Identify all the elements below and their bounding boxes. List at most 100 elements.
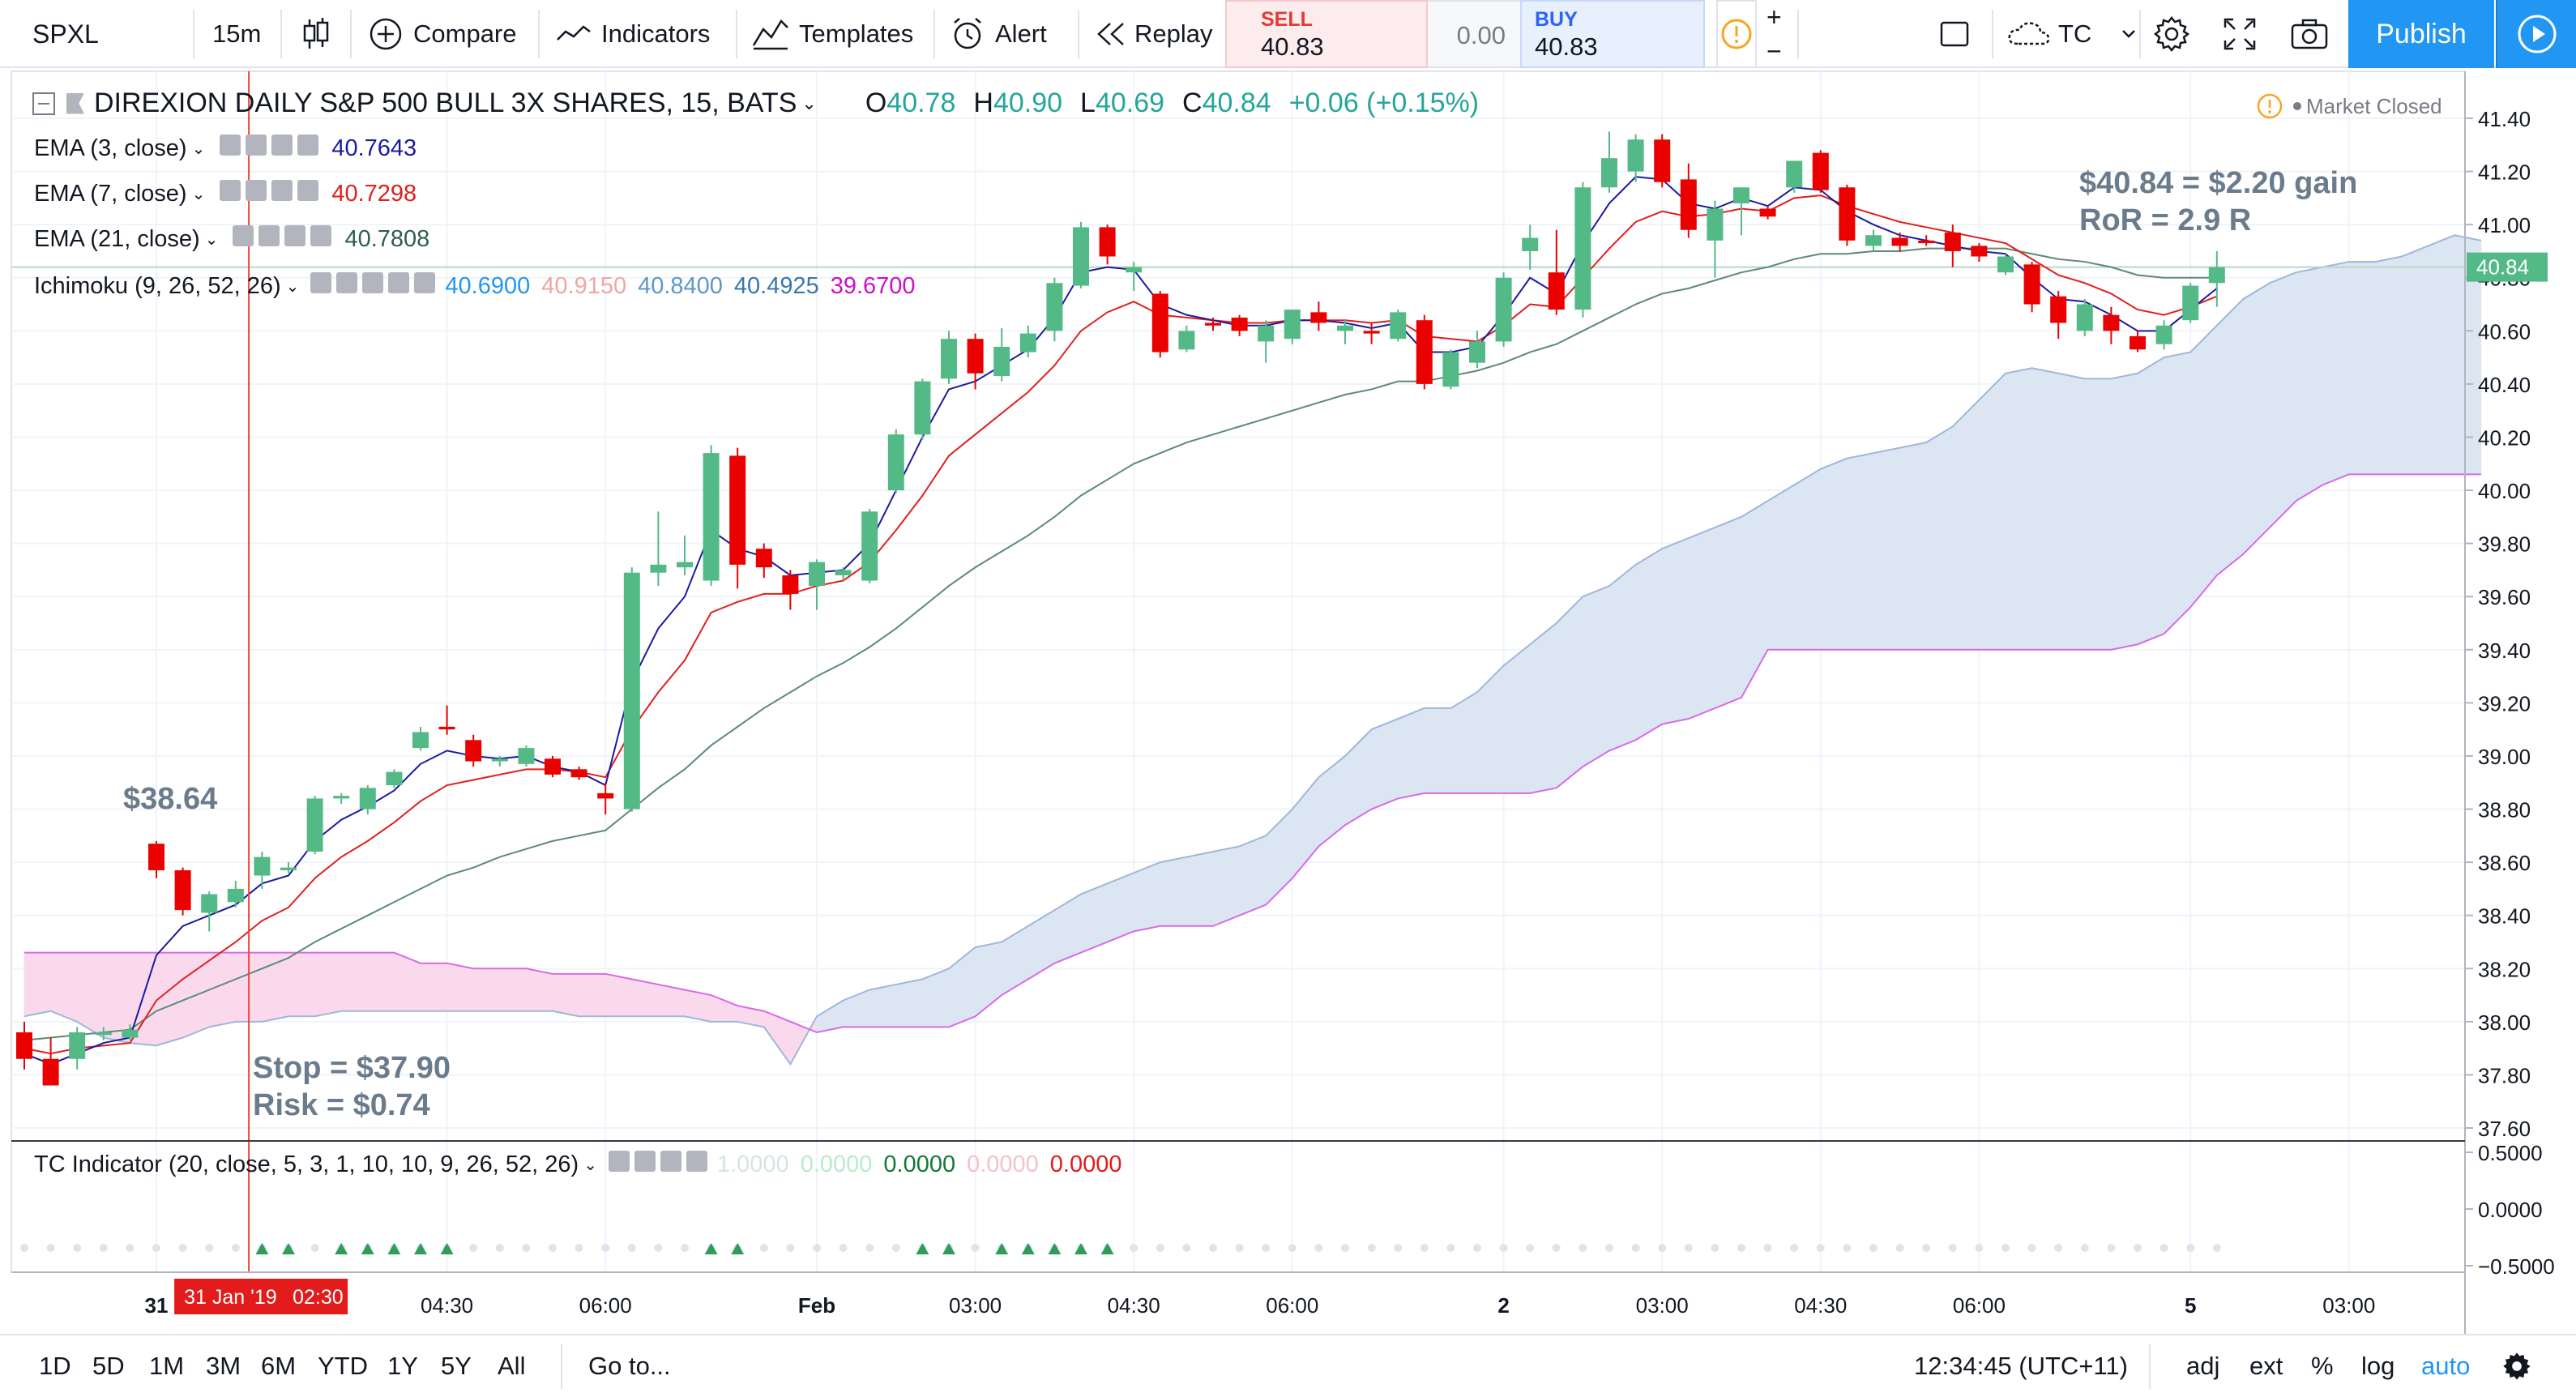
candle-body bbox=[1707, 208, 1724, 241]
candle bbox=[1416, 314, 1433, 390]
settings-button[interactable] bbox=[2152, 0, 2191, 68]
fullscreen-button[interactable] bbox=[2222, 0, 2258, 68]
close-icon[interactable] bbox=[297, 135, 319, 156]
buy-button[interactable]: BUY 40.83 bbox=[1520, 0, 1757, 68]
percent-toggle[interactable]: % bbox=[2311, 1335, 2334, 1397]
info-warning-button[interactable] bbox=[1716, 0, 1757, 68]
candle-body bbox=[412, 732, 429, 749]
qty-minus-button[interactable]: − bbox=[1766, 34, 1782, 68]
visibility-icon[interactable] bbox=[220, 180, 241, 201]
source-code-icon[interactable] bbox=[362, 272, 384, 293]
visibility-icon[interactable] bbox=[220, 135, 241, 156]
more-icon[interactable] bbox=[284, 225, 306, 246]
cloud-segment bbox=[604, 973, 633, 1017]
compare-button[interactable]: Compare bbox=[368, 0, 517, 68]
qty-plus-button[interactable]: + bbox=[1766, 0, 1782, 34]
adj-toggle[interactable]: adj bbox=[2186, 1335, 2219, 1397]
ema7-label[interactable]: EMA (7, close) bbox=[34, 180, 187, 207]
range-button-6m[interactable]: 6M bbox=[261, 1352, 297, 1380]
ema21-label[interactable]: EMA (21, close) bbox=[34, 225, 200, 252]
chevron-down-icon[interactable]: ⌄ bbox=[285, 277, 300, 296]
alert-button[interactable]: Alert bbox=[950, 0, 1047, 68]
candle-body bbox=[438, 726, 455, 730]
rewind-icon bbox=[1094, 20, 1126, 48]
range-button-ytd[interactable]: YTD bbox=[318, 1352, 368, 1380]
publish-button[interactable]: Publish bbox=[2348, 0, 2494, 68]
source-code-icon[interactable] bbox=[660, 1151, 681, 1172]
range-button-all[interactable]: All bbox=[498, 1352, 526, 1380]
clock[interactable]: 12:34:45 (UTC+11) bbox=[1914, 1335, 2128, 1397]
chevron-down-icon[interactable]: ⌄ bbox=[191, 139, 206, 158]
candle-body bbox=[835, 570, 852, 575]
candle bbox=[1548, 229, 1565, 315]
range-button-1y[interactable]: 1Y bbox=[387, 1352, 418, 1380]
close-icon[interactable] bbox=[297, 180, 319, 201]
symbol-title[interactable]: DIREXION DAILY S&P 500 BULL 3X SHARES, 1… bbox=[94, 88, 797, 118]
chevron-down-icon[interactable]: ⌄ bbox=[801, 92, 817, 113]
replay-button[interactable]: Replay bbox=[1094, 0, 1213, 68]
close-icon[interactable] bbox=[310, 225, 332, 246]
range-button-3m[interactable]: 3M bbox=[206, 1352, 241, 1380]
market-status[interactable]: Market Closed bbox=[2256, 92, 2442, 120]
settings-icon[interactable] bbox=[336, 272, 358, 293]
ichimoku-span-b: 39.6700 bbox=[830, 272, 916, 299]
tc-dot bbox=[469, 1244, 478, 1252]
settings-icon[interactable] bbox=[246, 135, 267, 156]
chart-area[interactable]: $38.64 Stop = $37.90 Risk = $0.74 $40.84 = … bbox=[0, 70, 2576, 1334]
range-button-5y[interactable]: 5Y bbox=[441, 1352, 472, 1380]
ext-toggle[interactable]: ext bbox=[2249, 1335, 2283, 1397]
chart-style-button[interactable] bbox=[300, 0, 332, 68]
candle bbox=[438, 705, 455, 735]
settings-icon[interactable] bbox=[634, 1151, 656, 1172]
stop-annotation: Stop = $37.90 bbox=[253, 1051, 451, 1085]
settings-icon[interactable] bbox=[246, 180, 267, 201]
buy-price: 40.83 bbox=[1535, 32, 1598, 61]
more-icon[interactable] bbox=[271, 135, 293, 156]
ema3-label[interactable]: EMA (3, close) bbox=[34, 135, 187, 161]
tc-label[interactable]: TC Indicator (20, close, 5, 3, 1, 10, 10… bbox=[34, 1151, 579, 1177]
templates-button[interactable]: Templates bbox=[752, 0, 913, 68]
auto-toggle[interactable]: auto bbox=[2421, 1335, 2470, 1397]
visibility-icon[interactable] bbox=[608, 1151, 630, 1172]
tc-dot bbox=[759, 1244, 768, 1252]
interval-button[interactable]: 15m bbox=[212, 0, 261, 68]
visibility-icon[interactable] bbox=[310, 272, 332, 293]
visibility-icon[interactable] bbox=[233, 225, 254, 246]
close-icon[interactable] bbox=[414, 272, 436, 293]
time-tick-label: 03:00 bbox=[2322, 1293, 2375, 1318]
chevron-down-icon[interactable]: ⌄ bbox=[204, 230, 219, 249]
candle bbox=[914, 378, 931, 440]
candle bbox=[122, 1024, 139, 1040]
collapse-icon[interactable] bbox=[32, 92, 55, 115]
price-tick-label: 38.80 bbox=[2478, 798, 2531, 822]
chevron-down-icon[interactable]: ⌄ bbox=[583, 1156, 597, 1174]
last-price-tag-label: 40.84 bbox=[2476, 255, 2529, 280]
candles bbox=[16, 131, 2225, 1086]
ema21-legend: EMA (21, close) ⌄ 40.7808 bbox=[34, 225, 429, 253]
goto-button[interactable]: Go to... bbox=[588, 1335, 671, 1397]
more-icon[interactable] bbox=[271, 180, 293, 201]
rectangle-tool-button[interactable] bbox=[1938, 0, 1971, 68]
cloud-segment bbox=[1925, 425, 1954, 651]
chart-settings-button[interactable] bbox=[2501, 1335, 2533, 1397]
chevron-down-icon[interactable]: ⌄ bbox=[191, 185, 206, 203]
snapshot-button[interactable] bbox=[2290, 0, 2329, 68]
close-icon[interactable] bbox=[686, 1151, 707, 1172]
log-toggle[interactable]: log bbox=[2361, 1335, 2394, 1397]
sell-button[interactable]: SELL 40.83 bbox=[1225, 0, 1428, 68]
symbol-search[interactable]: SPXL bbox=[32, 0, 99, 68]
range-button-1m[interactable]: 1M bbox=[149, 1352, 185, 1380]
settings-icon[interactable] bbox=[258, 225, 280, 246]
tc-dot bbox=[1314, 1244, 1323, 1252]
candle-body bbox=[703, 453, 720, 581]
ichimoku-label[interactable]: Ichimoku (9, 26, 52, 26) bbox=[34, 272, 281, 299]
more-icon[interactable] bbox=[388, 272, 410, 293]
candle bbox=[782, 570, 799, 610]
layout-button[interactable]: TC bbox=[2006, 0, 2137, 68]
play-button[interactable] bbox=[2496, 0, 2576, 68]
time-tick-label: 31 bbox=[145, 1293, 169, 1318]
range-button-1d[interactable]: 1D bbox=[39, 1352, 71, 1380]
range-button-5d[interactable]: 5D bbox=[92, 1352, 125, 1380]
indicators-button[interactable]: Indicators bbox=[556, 0, 710, 68]
